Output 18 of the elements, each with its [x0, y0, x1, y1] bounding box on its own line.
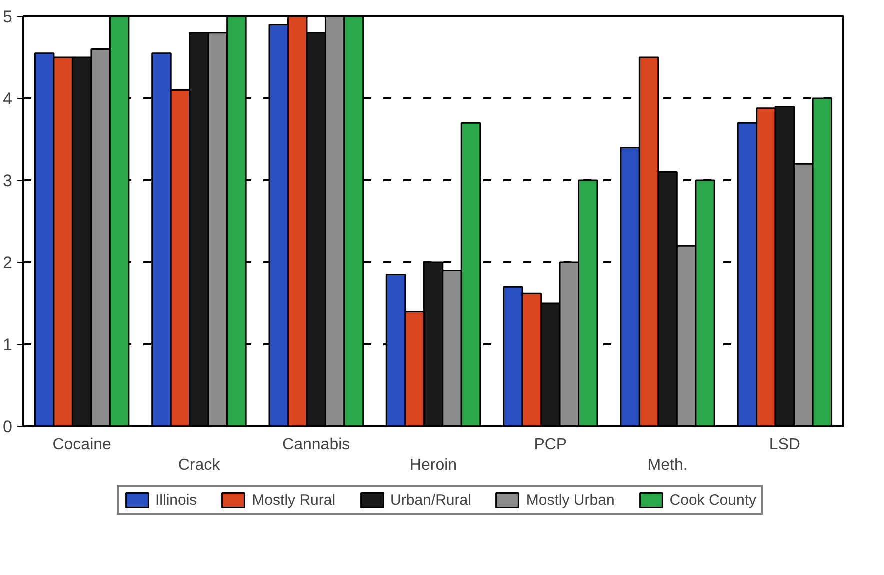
y-tick-label: 1 — [3, 336, 13, 354]
y-tick-label: 3 — [3, 172, 13, 190]
x-tick-label: PCP — [534, 436, 568, 454]
legend-label: Mostly Rural — [252, 492, 336, 508]
x-tick-label: Cocaine — [52, 436, 112, 454]
legend-label: Mostly Urban — [526, 492, 615, 508]
y-tick-label: 2 — [3, 254, 13, 272]
x-tick-label: Meth. — [648, 456, 688, 474]
x-tick-label: Heroin — [410, 456, 458, 474]
y-tick-label: 0 — [3, 418, 13, 436]
x-tick-label: Crack — [178, 456, 222, 474]
y-tick-label: 5 — [3, 8, 13, 26]
legend-label: Illinois — [156, 492, 198, 508]
legend-label: Urban/Rural — [390, 492, 472, 508]
legend-label: Cook County — [670, 492, 756, 508]
x-tick-label: Cannabis — [282, 436, 350, 454]
y-tick-label: 4 — [3, 90, 13, 108]
x-tick-label: LSD — [769, 436, 800, 454]
